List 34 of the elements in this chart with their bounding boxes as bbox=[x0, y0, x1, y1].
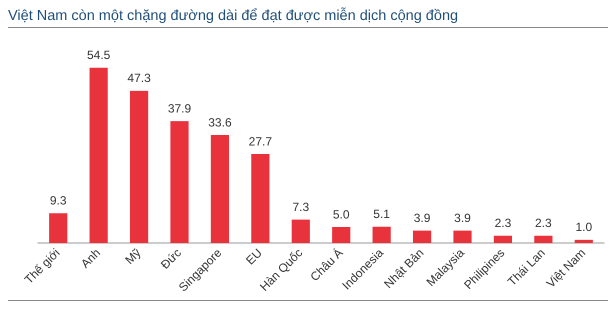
data-label: 47.3 bbox=[127, 71, 152, 86]
data-label: 7.3 bbox=[292, 200, 310, 214]
data-label: 5.0 bbox=[332, 207, 350, 222]
bar bbox=[251, 154, 270, 244]
data-label: 2.3 bbox=[535, 216, 552, 230]
data-label: 37.9 bbox=[168, 101, 192, 116]
data-label: 3.9 bbox=[414, 210, 431, 225]
x-tick-label: Đức bbox=[158, 246, 184, 272]
bar bbox=[372, 226, 391, 244]
bar bbox=[494, 236, 512, 244]
bar bbox=[49, 213, 68, 244]
bar bbox=[453, 230, 472, 244]
data-label: 3.9 bbox=[454, 210, 472, 225]
x-tick-label: Anh bbox=[78, 246, 104, 271]
bar bbox=[170, 121, 189, 244]
x-tick-label: EU bbox=[243, 246, 265, 268]
data-label: 5.1 bbox=[373, 207, 390, 222]
data-label: 54.5 bbox=[86, 48, 111, 62]
bar bbox=[292, 220, 310, 244]
bar bbox=[332, 227, 350, 244]
bar bbox=[90, 68, 108, 244]
bar bbox=[210, 134, 230, 244]
data-label: 27.7 bbox=[248, 134, 272, 148]
data-label: 2.3 bbox=[494, 216, 512, 230]
data-label: 9.3 bbox=[50, 194, 67, 208]
x-tick-label: Thế giới bbox=[22, 246, 63, 287]
bar bbox=[534, 236, 552, 244]
chart-title: Việt Nam còn một chặng đường dài để đạt được miễn dịch cộng đồng bbox=[8, 8, 608, 28]
bar bbox=[574, 240, 593, 244]
bar bbox=[130, 90, 148, 244]
data-label: 1.0 bbox=[575, 220, 592, 234]
x-tick-label: Mỹ bbox=[122, 246, 144, 267]
bar bbox=[412, 230, 432, 244]
data-label: 33.6 bbox=[208, 115, 232, 130]
